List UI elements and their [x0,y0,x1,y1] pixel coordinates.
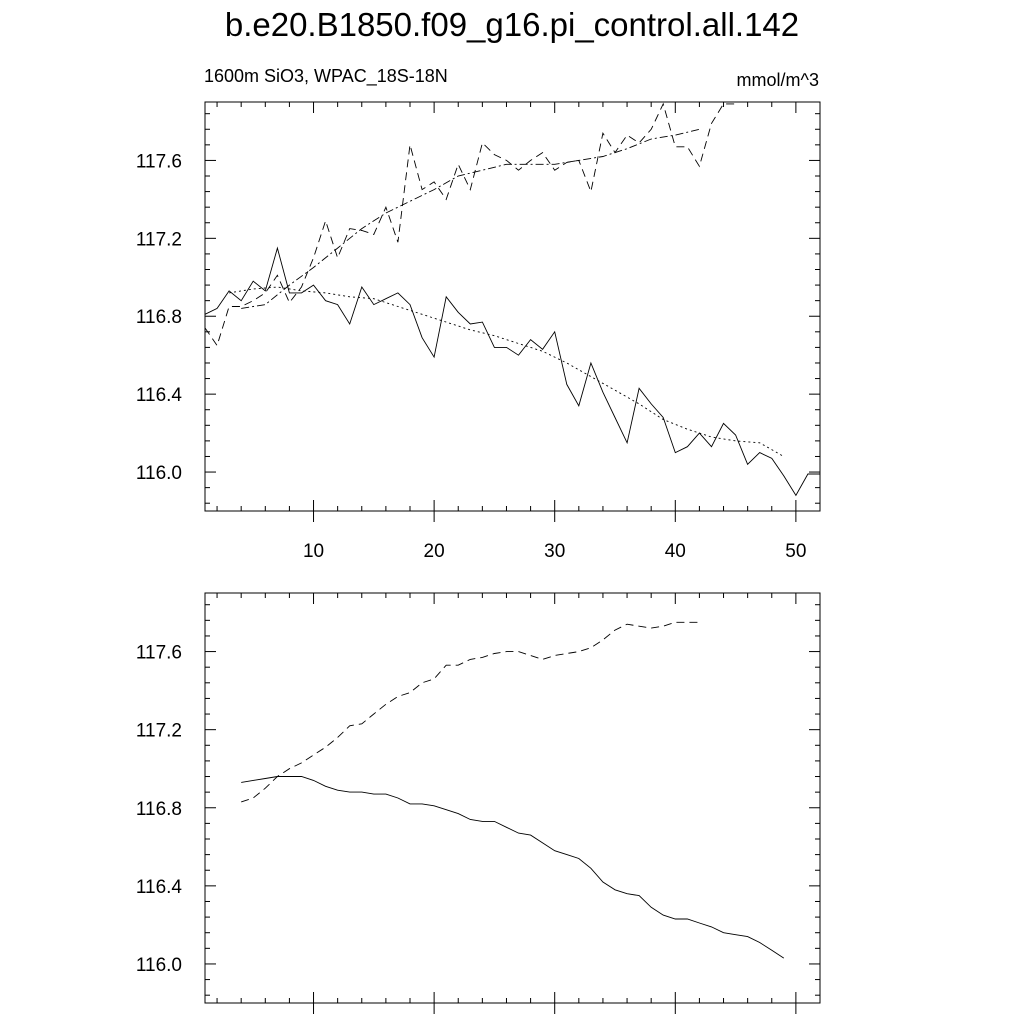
series-dotted-line-1 [229,286,785,457]
y-tick-label: 116.4 [136,877,183,898]
y-tick-label: 116.8 [136,799,182,820]
chart-subtitle-left: 1600m SiO3, WPAC_18S-18N [204,66,448,86]
plot-frame-1 [204,101,821,512]
y-tick-label: 116.4 [136,385,183,406]
series-dashed-line-1 [204,102,736,347]
series-solid-line-2 [241,776,785,959]
chart-title: b.e20.B1850.f09_g16.pi_control.all.142 [224,6,800,43]
y-tick-label: 116.8 [136,307,182,328]
y-tick-label: 117.6 [136,643,182,664]
y-tick-label: 116.0 [136,463,182,484]
x-tick-label: 10 [303,541,324,562]
y-tick-label: 117.2 [136,229,182,250]
x-tick-label: 50 [785,541,806,562]
plot-frame-2 [204,592,821,1004]
x-tick-label: 20 [424,541,445,562]
chart-units-label: mmol/m^3 [736,70,819,90]
x-tick-label: 30 [544,541,565,562]
y-tick-label: 117.2 [136,721,182,742]
y-tick-label: 116.0 [136,955,182,976]
x-tick-label: 40 [665,541,686,562]
series-dashdot-line-1 [241,128,700,309]
series-solid-line-1 [204,246,820,497]
series-dashed-line-2 [241,621,700,803]
y-tick-label: 117.6 [136,151,182,172]
